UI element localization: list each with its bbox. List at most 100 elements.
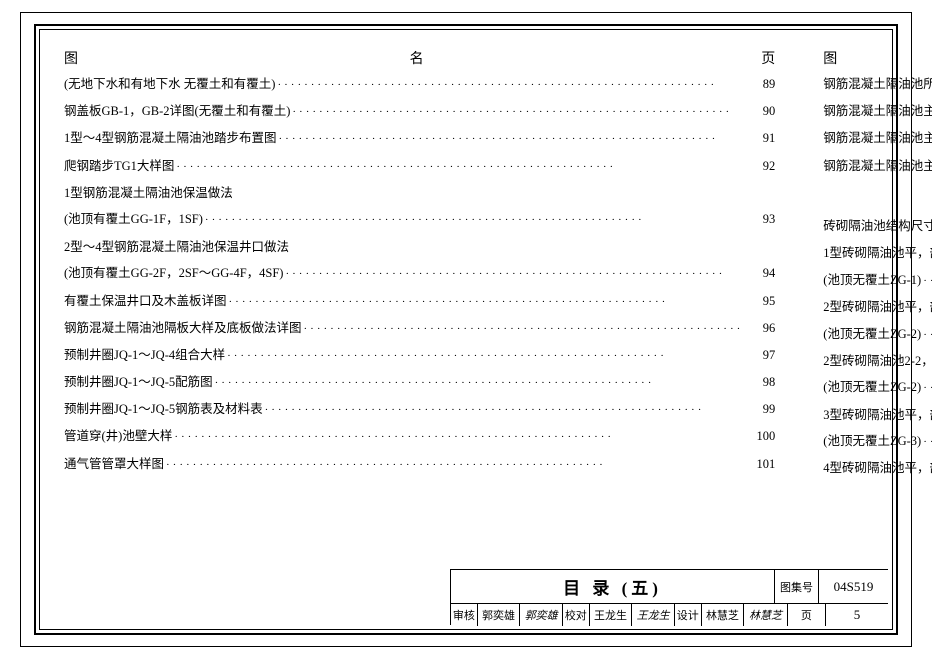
toc-row: 钢筋混凝土隔油池主要材料汇总表(三)105 — [823, 160, 932, 173]
toc-left-column: 图 名 页 (无地下水和有地下水 无覆土和有覆土) 89 钢盖板GB-1，GB-2详… — [64, 48, 775, 559]
toc-entry-page: 99 — [745, 403, 775, 416]
toc-row: 钢筋混凝土隔油池主要材料汇总表(二)104 — [823, 132, 932, 145]
toc-entry-page: 97 — [745, 349, 775, 362]
toc-row: (池顶有覆土GG-1F，1SF)93 — [64, 213, 775, 226]
toc-entry-label: 钢筋混凝土隔油池主要材料汇总表(二) — [823, 132, 932, 145]
toc-row: 有覆土保温井口及木盖板详图 95 — [64, 295, 775, 308]
page-label: 页 — [787, 604, 826, 626]
toc-row: 1型～4型钢筋混凝土隔油池踏步布置图 91 — [64, 132, 775, 145]
toc-entry-label: 有覆土保温井口及木盖板详图 — [64, 295, 227, 308]
toc-entry-label: (池顶有覆土GG-1F，1SF) — [64, 213, 203, 226]
inner-frame: 图 名 页 (无地下水和有地下水 无覆土和有覆土) 89 钢盖板GB-1，GB-2详… — [34, 24, 898, 635]
page-value: 5 — [826, 604, 888, 626]
toc-entry-page: 101 — [745, 458, 775, 471]
toc-entry-label: 2型砖砌隔油池平，剖面图 — [823, 301, 932, 314]
toc-row: 1型钢筋混凝土隔油池保温做法 — [64, 187, 775, 200]
toc-row: 2型砖砌隔油池平，剖面图 — [823, 301, 932, 314]
toc-row: 钢筋混凝土隔油池主要材料汇总表(一)103 — [823, 105, 932, 118]
tujihao-value: 04S519 — [818, 570, 888, 603]
toc-leader-dots — [263, 405, 746, 416]
header-tu: 图 — [64, 48, 102, 68]
jiaodui-value: 王龙生 — [590, 604, 633, 626]
toc-leader-dots — [921, 330, 932, 341]
header-name: 名 — [861, 48, 932, 68]
toc-entry-label: 砖砌隔油池结构尺寸一览表 — [823, 220, 932, 233]
inner-frame-line: 图 名 页 (无地下水和有地下水 无覆土和有覆土) 89 钢盖板GB-1，GB-2详… — [39, 29, 893, 630]
toc-entry-label: 钢筋混凝土隔油池主要材料汇总表(三) — [823, 160, 932, 173]
toc-entry-page: 96 — [745, 322, 775, 335]
toc-right-column: 图 名 页 钢筋混凝土隔油池所需构件一览表102 钢筋混凝土隔油池主要材料汇总表(… — [823, 48, 932, 559]
toc-row: (池顶无覆土ZG-2)108 — [823, 328, 932, 341]
toc-leader-dots — [174, 162, 745, 173]
tujihao-label: 图集号 — [774, 570, 818, 603]
doc-title: 目 录 (五) — [451, 570, 774, 603]
toc-row: 3型砖砌隔油池平，剖面图 — [823, 409, 932, 422]
toc-entry-label: (池顶无覆土ZG-2) — [823, 328, 921, 341]
toc-leader-dots — [921, 276, 932, 287]
toc-entry-page: 92 — [745, 160, 775, 173]
toc-leader-dots — [277, 134, 746, 145]
toc-row: 2型～4型钢筋混凝土隔油池保温井口做法 — [64, 241, 775, 254]
title-block-top: 目 录 (五) 图集号 04S519 — [451, 570, 888, 604]
toc-row: 砖砌隔油池结构尺寸一览表106 — [823, 220, 932, 233]
toc-leader-dots — [203, 215, 745, 226]
toc-entry-label: 1型～4型钢筋混凝土隔油池踏步布置图 — [64, 132, 277, 145]
toc-entry-label: 预制井圈JQ-1～JQ-4组合大样 — [64, 349, 225, 362]
toc-entry-label: (池顶无覆土ZG-1) — [823, 274, 921, 287]
toc-row: 钢盖板GB-1，GB-2详图(无覆土和有覆土)90 — [64, 105, 775, 118]
toc-leader-dots — [164, 460, 745, 471]
toc-entry-label: (无地下水和有地下水 无覆土和有覆土) — [64, 78, 275, 91]
title-block: 目 录 (五) 图集号 04S519 审核 郭奕雄 郭奕雄 校对 王龙生 王龙生… — [450, 569, 888, 625]
toc-row: 管道穿(井)池壁大样100 — [64, 430, 775, 443]
toc-row: (池顶无覆土ZG-2)109 — [823, 381, 932, 394]
header-tu: 图 — [823, 48, 861, 68]
toc-entry-label: 预制井圈JQ-1～JQ-5配筋图 — [64, 376, 213, 389]
toc-row: 钢筋混凝土隔油池隔板大样及底板做法详图 96 — [64, 322, 775, 335]
toc-entry-label: 预制井圈JQ-1～JQ-5钢筋表及材料表 — [64, 403, 263, 416]
toc-row: (无地下水和有地下水 无覆土和有覆土) 89 — [64, 78, 775, 91]
jiaodui-label: 校对 — [563, 604, 590, 626]
toc-entry-page: 98 — [745, 376, 775, 389]
toc-row: 预制井圈JQ-1～JQ-5配筋图 98 — [64, 376, 775, 389]
header-page: 页 — [731, 48, 775, 68]
header-name: 名 — [102, 48, 731, 68]
toc-entry-label: (池顶无覆土ZG-3) — [823, 435, 921, 448]
toc-leader-dots — [275, 80, 745, 91]
column-headers-right: 图 名 页 — [823, 48, 932, 68]
toc-entry-label: 1型钢筋混凝土隔油池保温做法 — [64, 187, 233, 200]
toc-row: 预制井圈JQ-1～JQ-4组合大样 97 — [64, 349, 775, 362]
sheji-value: 林慧芝 — [702, 604, 745, 626]
toc-entry-page: 91 — [745, 132, 775, 145]
toc-row: 4型砖砌隔油池平，剖面图 — [823, 462, 932, 475]
toc-entry-page: 90 — [745, 105, 775, 118]
toc-entry-label: 2型～4型钢筋混凝土隔油池保温井口做法 — [64, 241, 289, 254]
toc-entry-label: 2型砖砌隔油池2-2，3-3剖面 — [823, 355, 932, 368]
toc-entry-label: 4型砖砌隔油池平，剖面图 — [823, 462, 932, 475]
toc-leader-dots — [172, 432, 745, 443]
toc-entry-label: 1型砖砌隔油池平，剖面图 — [823, 247, 932, 260]
toc-row: 1型砖砌隔油池平，剖面图 — [823, 247, 932, 260]
toc-row: 预制井圈JQ-1～JQ-5钢筋表及材料表 99 — [64, 403, 775, 416]
toc-leader-dots — [227, 297, 746, 308]
toc-row: 通气管管罩大样图101 — [64, 458, 775, 471]
toc-entry-label: 3型砖砌隔油池平，剖面图 — [823, 409, 932, 422]
toc-entry-label: 钢筋混凝土隔油池主要材料汇总表(一) — [823, 105, 932, 118]
toc-row: 钢筋混凝土隔油池所需构件一览表102 — [823, 78, 932, 91]
toc-entry-page: 100 — [745, 430, 775, 443]
toc-row: 爬钢踏步TG1大样图92 — [64, 160, 775, 173]
toc-entry-label: (池顶有覆土GG-2F，2SF～GG-4F，4SF) — [64, 267, 283, 280]
toc-row: (池顶无覆土ZG-3)110 — [823, 435, 932, 448]
toc-entry-label: 钢筋混凝土隔油池隔板大样及底板做法详图 — [64, 322, 302, 335]
shenhe-signature: 郭奕雄 — [520, 604, 563, 626]
toc-entry-page: 89 — [745, 78, 775, 91]
toc-entry-label: (池顶无覆土ZG-2) — [823, 381, 921, 394]
toc-leader-dots — [290, 107, 745, 118]
toc-entry-page: 95 — [745, 295, 775, 308]
toc-leader-dots — [213, 378, 746, 389]
jiaodui-signature: 王龙生 — [632, 604, 675, 626]
toc-row: (池顶有覆土GG-2F，2SF～GG-4F，4SF) 94 — [64, 267, 775, 280]
toc-row: 2型砖砌隔油池2-2，3-3剖面 — [823, 355, 932, 368]
toc-entry-page: 94 — [745, 267, 775, 280]
toc-leader-dots — [302, 324, 746, 335]
toc-entry-label: 钢筋混凝土隔油池所需构件一览表 — [823, 78, 932, 91]
